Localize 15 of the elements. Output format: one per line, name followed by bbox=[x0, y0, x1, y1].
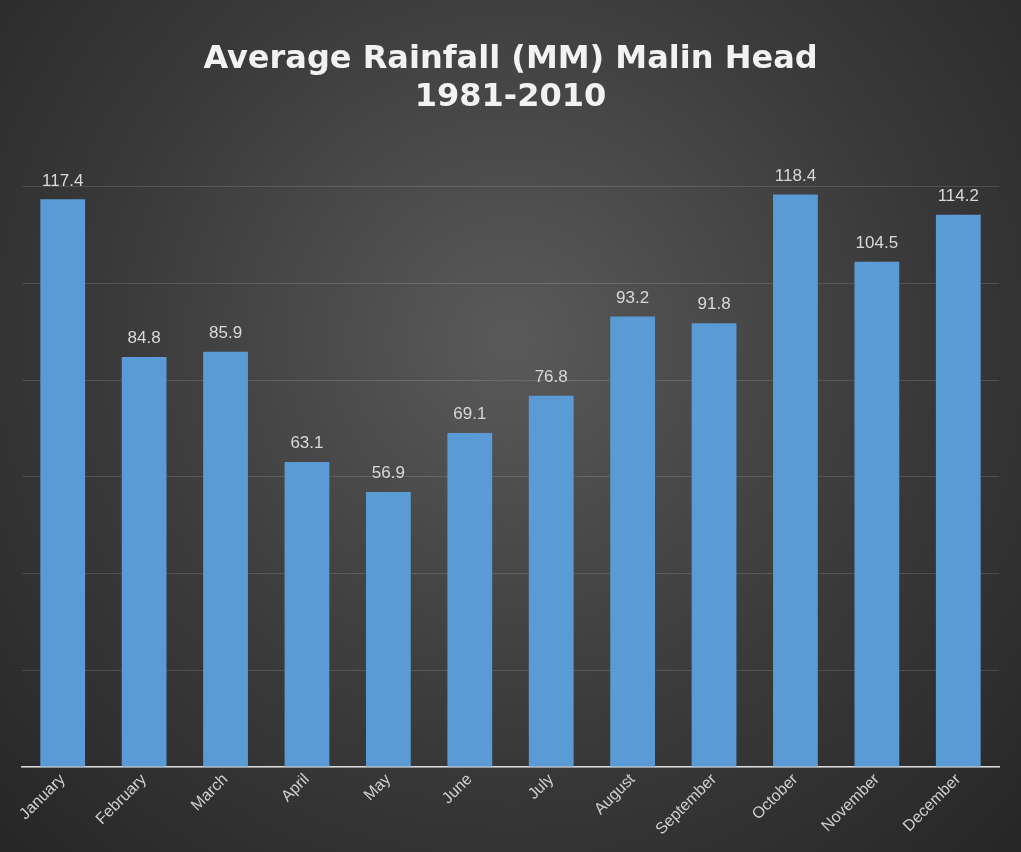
x-tick-label: May bbox=[360, 770, 394, 804]
data-label: 63.1 bbox=[290, 433, 324, 453]
data-label: 56.9 bbox=[371, 463, 405, 483]
data-label: 91.8 bbox=[697, 294, 731, 314]
data-label: 69.1 bbox=[453, 404, 487, 424]
data-label: 104.5 bbox=[855, 232, 899, 252]
data-label: 76.8 bbox=[534, 366, 568, 386]
data-label: 114.2 bbox=[937, 186, 979, 206]
chart-title: Average Rainfall (MM) Malin Head 1981-2010 bbox=[203, 37, 818, 114]
data-label: 85.9 bbox=[208, 322, 243, 342]
data-label: 118.4 bbox=[774, 165, 817, 185]
data-label: 93.2 bbox=[616, 287, 650, 307]
data-label: 84.8 bbox=[127, 328, 161, 348]
data-label: 117.4 bbox=[42, 170, 84, 190]
x-tick-label: July bbox=[524, 770, 557, 803]
